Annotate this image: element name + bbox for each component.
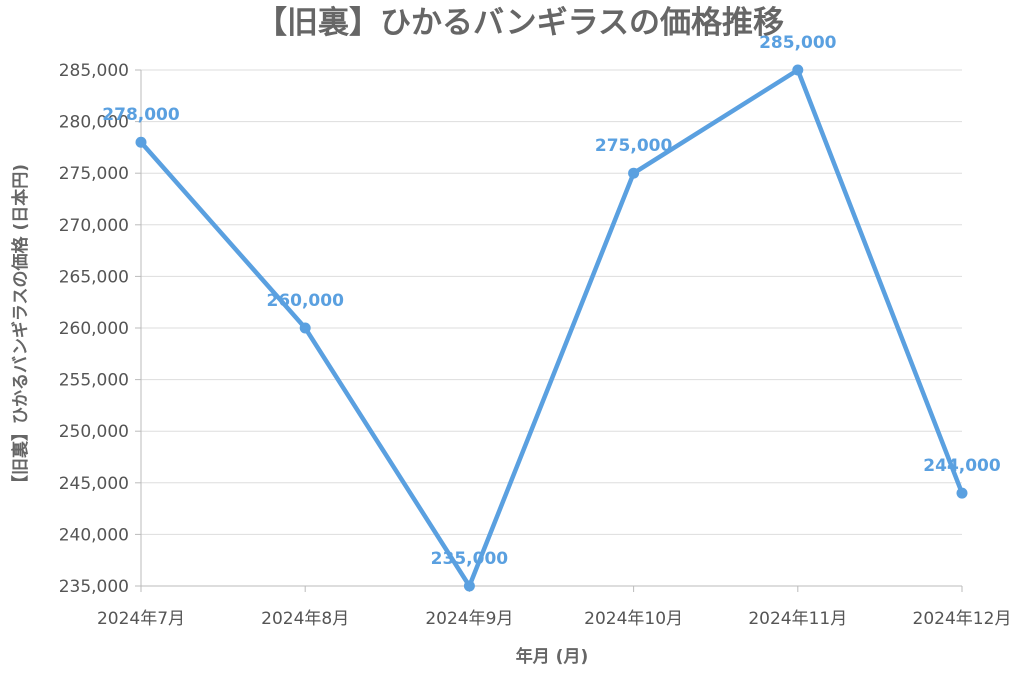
y-tick-label: 275,000 (59, 164, 129, 184)
x-axis-title: 年月 (月) (516, 646, 588, 667)
data-label: 244,000 (923, 456, 1001, 476)
y-tick-label: 250,000 (59, 422, 129, 442)
data-label: 285,000 (759, 33, 837, 53)
x-tick-label: 2024年7月 (97, 609, 185, 629)
data-point (792, 64, 804, 76)
label-layer: 278,000 260,000 235,000 275,000 285,000 244,0… (102, 33, 1001, 569)
data-point (956, 487, 968, 499)
y-tick-label: 270,000 (59, 216, 129, 236)
data-point (628, 167, 640, 179)
y-tick-label: 260,000 (59, 319, 129, 339)
series-line (138, 67, 965, 589)
series-layer (135, 64, 968, 592)
y-tick-label: 285,000 (59, 61, 129, 81)
x-tick-label: 2024年10月 (584, 609, 683, 629)
data-point (463, 580, 475, 592)
y-tick-label: 240,000 (59, 525, 129, 545)
chart-title: 【旧裏】ひかるバンギラスの価格推移 (256, 5, 784, 41)
y-axis-title: 【旧裏】ひかるバンギラスの価格 (日本円) (10, 164, 31, 492)
data-label: 278,000 (102, 105, 180, 125)
y-tick-label: 265,000 (59, 267, 129, 287)
data-label: 235,000 (431, 549, 509, 569)
x-tick-label: 2024年8月 (261, 609, 349, 629)
y-tick-label: 235,000 (59, 577, 129, 597)
y-tick-label: 245,000 (59, 474, 129, 494)
data-label: 275,000 (595, 136, 673, 156)
x-tick-label: 2024年12月 (913, 609, 1012, 629)
data-label: 260,000 (266, 291, 344, 311)
data-point (135, 136, 147, 148)
grid-layer (141, 69, 962, 587)
y-tick-label: 255,000 (59, 371, 129, 391)
axis-layer: 235,000 240,000 245,000 250,000 255,000 260,0… (59, 61, 1012, 629)
x-tick-label: 2024年9月 (425, 609, 513, 629)
data-point (299, 322, 311, 334)
y-tick-label: 280,000 (59, 113, 129, 133)
x-tick-label: 2024年11月 (748, 609, 847, 629)
